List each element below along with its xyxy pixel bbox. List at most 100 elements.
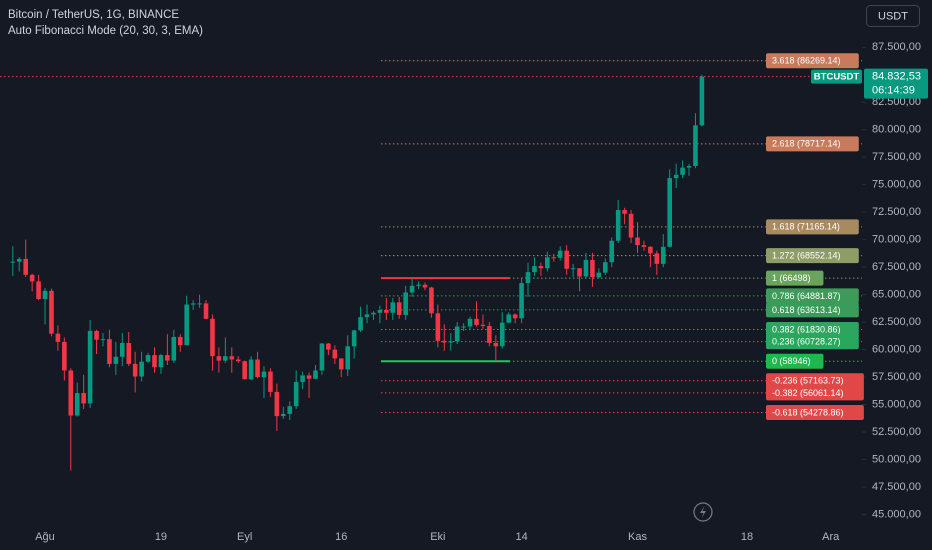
fib-label: 3.618 (86269.14) <box>772 56 841 66</box>
candle-body <box>461 326 466 328</box>
symbol-label: BTCUSDT <box>814 72 860 83</box>
lightning-icon[interactable] <box>700 506 706 518</box>
fib-label: 2.618 (78717.14) <box>772 139 841 149</box>
x-tick-label: Eyl <box>237 531 252 543</box>
candle-body <box>622 209 627 214</box>
candle-body <box>673 174 679 179</box>
x-tick-label: Eki <box>430 531 445 543</box>
fib-label: 1.272 (68552.14) <box>772 250 841 260</box>
candle-body <box>635 237 640 246</box>
candle-body <box>596 272 602 278</box>
candle-body <box>293 382 299 407</box>
y-tick-label: 52.500,00 <box>872 426 921 438</box>
candle-body <box>235 359 241 362</box>
candle-body <box>648 246 653 254</box>
candle-body <box>74 393 80 416</box>
candle-body <box>210 318 215 357</box>
lightning-circle[interactable] <box>693 502 713 522</box>
candle-body <box>506 314 511 323</box>
currency-button[interactable] <box>866 5 920 27</box>
candle-body <box>281 413 286 417</box>
candle-body <box>261 371 267 378</box>
fib-label-box <box>766 136 859 152</box>
y-tick-label: 87.500,00 <box>872 41 921 53</box>
price-label-box <box>864 68 928 99</box>
candle-body <box>139 361 144 377</box>
candle-body <box>313 370 318 379</box>
x-tick-label: 18 <box>741 531 753 543</box>
y-tick-label: 62.500,00 <box>872 316 921 328</box>
y-tick-label: 55.000,00 <box>872 398 921 410</box>
candle-body <box>49 290 54 334</box>
candle-body <box>165 355 170 361</box>
candle-body <box>42 290 48 300</box>
candle-body <box>680 167 685 175</box>
candle-body <box>171 336 177 361</box>
fib-label: -0.382 (56061.14) <box>772 388 844 398</box>
candle-body <box>686 166 692 168</box>
fib-label: -0.236 (57163.73) <box>772 376 844 386</box>
candle-body <box>36 281 41 300</box>
fib-label-box <box>766 270 824 286</box>
candle-body <box>435 313 441 341</box>
candle-body <box>216 356 222 361</box>
candle-body <box>377 310 383 313</box>
currency-label[interactable]: USDT <box>878 10 908 22</box>
candle-body <box>545 257 550 269</box>
candle-body <box>338 358 344 370</box>
y-tick-label: 82.500,00 <box>872 96 921 108</box>
y-tick-label: 67.500,00 <box>872 261 921 273</box>
fib-label-box <box>766 302 859 318</box>
candle-body <box>319 343 325 371</box>
candle-body <box>422 284 428 288</box>
y-tick-label: 45.000,00 <box>872 508 921 520</box>
candle-body <box>87 330 93 404</box>
y-tick-label: 70.000,00 <box>872 234 921 246</box>
candle-body <box>384 310 389 313</box>
y-tick-label: 65.000,00 <box>872 289 921 301</box>
candle-body <box>255 359 260 378</box>
candle-body <box>248 359 254 380</box>
candle-body <box>467 318 473 327</box>
candle-body <box>107 339 112 364</box>
candle-body <box>390 302 396 313</box>
fib-label: 0 (58946) <box>772 356 811 366</box>
candle-body <box>190 303 196 305</box>
candle-body <box>442 340 447 343</box>
fib-label-box <box>766 219 859 235</box>
y-tick-label: 80.000,00 <box>872 124 921 136</box>
candle-body <box>487 325 492 344</box>
candle-body <box>242 361 247 380</box>
candle-body <box>203 303 209 319</box>
candle-body <box>577 268 582 277</box>
candle-body <box>94 330 99 340</box>
candle-body <box>197 303 202 305</box>
countdown-label: 06:14:39 <box>872 85 915 97</box>
fib-label-box <box>766 321 859 337</box>
candle-body <box>557 250 563 258</box>
candle-body <box>538 266 544 269</box>
candle-body <box>396 302 402 315</box>
fib-label-box <box>766 248 859 264</box>
x-tick-label: Ara <box>822 531 840 543</box>
y-tick-label: 77.500,00 <box>872 151 921 163</box>
price-label: 84.832,53 <box>872 71 921 83</box>
candle-body <box>306 375 312 379</box>
candle-body <box>519 283 524 319</box>
x-tick-label: Ağu <box>35 531 55 543</box>
fib-label: -0.618 (54278.86) <box>772 407 844 417</box>
candle-body <box>660 246 666 264</box>
x-tick-label: 16 <box>335 531 347 543</box>
candle-body <box>583 260 589 277</box>
candle-body <box>641 245 647 247</box>
candle-body <box>113 356 119 364</box>
candle-body <box>345 346 350 370</box>
candle-body <box>512 314 518 319</box>
candle-body <box>371 312 376 315</box>
candle-body <box>474 318 479 325</box>
candle-body <box>29 274 35 282</box>
candles <box>10 74 705 471</box>
lightning-button[interactable] <box>693 502 713 522</box>
